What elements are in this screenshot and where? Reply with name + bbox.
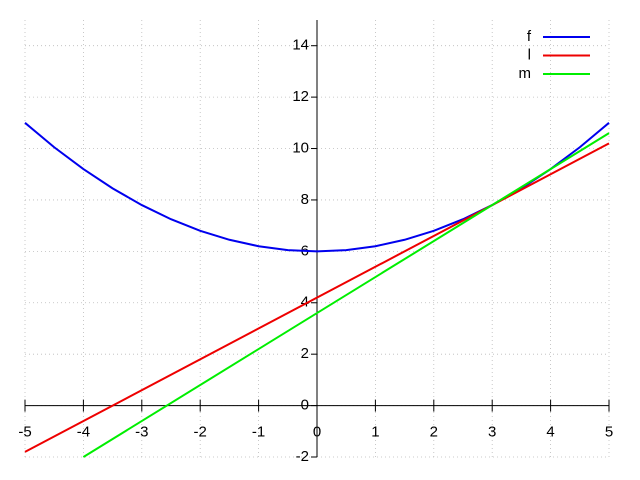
y-tick-label: 8 [301,191,309,208]
y-tick-label: 10 [292,139,309,156]
x-tick-label: -4 [77,424,90,441]
y-tick-label: -2 [296,448,309,465]
legend-label: l [528,46,531,63]
x-tick-label: -3 [135,424,148,441]
legend-label: m [519,65,532,82]
y-tick-label: 2 [301,345,309,362]
line-series [24,142,610,453]
y-tick-label: 0 [301,397,309,414]
x-tick-label: 0 [313,424,321,441]
x-tick-label: 3 [488,424,496,441]
line-series [82,132,610,458]
legend-label: f [527,28,532,45]
x-tick-label: 1 [371,424,379,441]
x-tick-label: 4 [546,424,554,441]
x-tick-label: 2 [430,424,438,441]
y-tick-label: 4 [301,294,309,311]
x-tick-label: -5 [18,424,31,441]
x-tick-label: -1 [252,424,265,441]
x-tick-label: 5 [605,424,613,441]
y-tick-label: 12 [292,88,309,105]
x-tick-label: -2 [194,424,207,441]
y-tick-label: 14 [292,37,309,54]
